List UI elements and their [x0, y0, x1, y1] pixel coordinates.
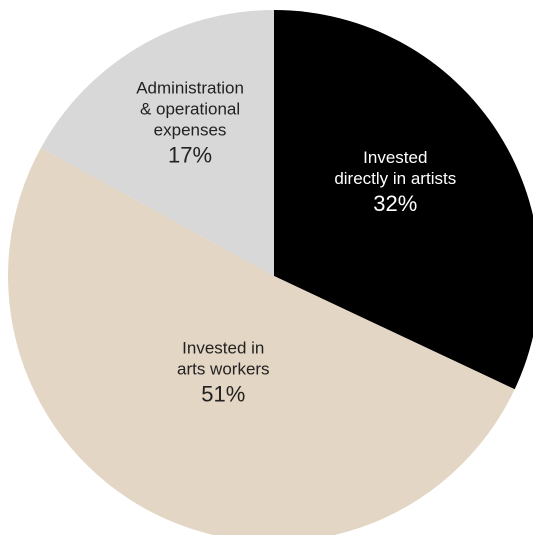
- pie-value-label: 17%: [168, 143, 212, 168]
- pie-slice-invested-directly-in-artists: [274, 10, 533, 390]
- pie-slice-administration-and-operational-expenses: [40, 10, 275, 276]
- pie-label-line: & operational: [140, 100, 240, 119]
- pie-value-label: 51%: [201, 382, 245, 407]
- pie-label-line: arts workers: [177, 360, 270, 379]
- pie-slices: [8, 10, 533, 535]
- pie-label-line: directly in artists: [334, 169, 456, 188]
- pie-label-line: Invested in: [182, 339, 264, 358]
- pie-label-invested-directly-in-artists: Invested directly in artists 32%: [334, 148, 456, 216]
- pie-label-administration-and-operational-expenses: Administration & operational expenses 17%: [136, 79, 244, 168]
- pie-label-line: expenses: [154, 121, 227, 140]
- pie-slice-invested-in-arts-workers: [8, 147, 515, 535]
- pie-label-line: Invested: [363, 148, 427, 167]
- pie-label-invested-in-arts-workers: Invested in arts workers 51%: [177, 339, 270, 407]
- pie-value-label: 32%: [373, 191, 417, 216]
- pie-labels: Invested directly in artists 32% Invested i…: [136, 79, 456, 407]
- pie-label-line: Administration: [136, 79, 244, 98]
